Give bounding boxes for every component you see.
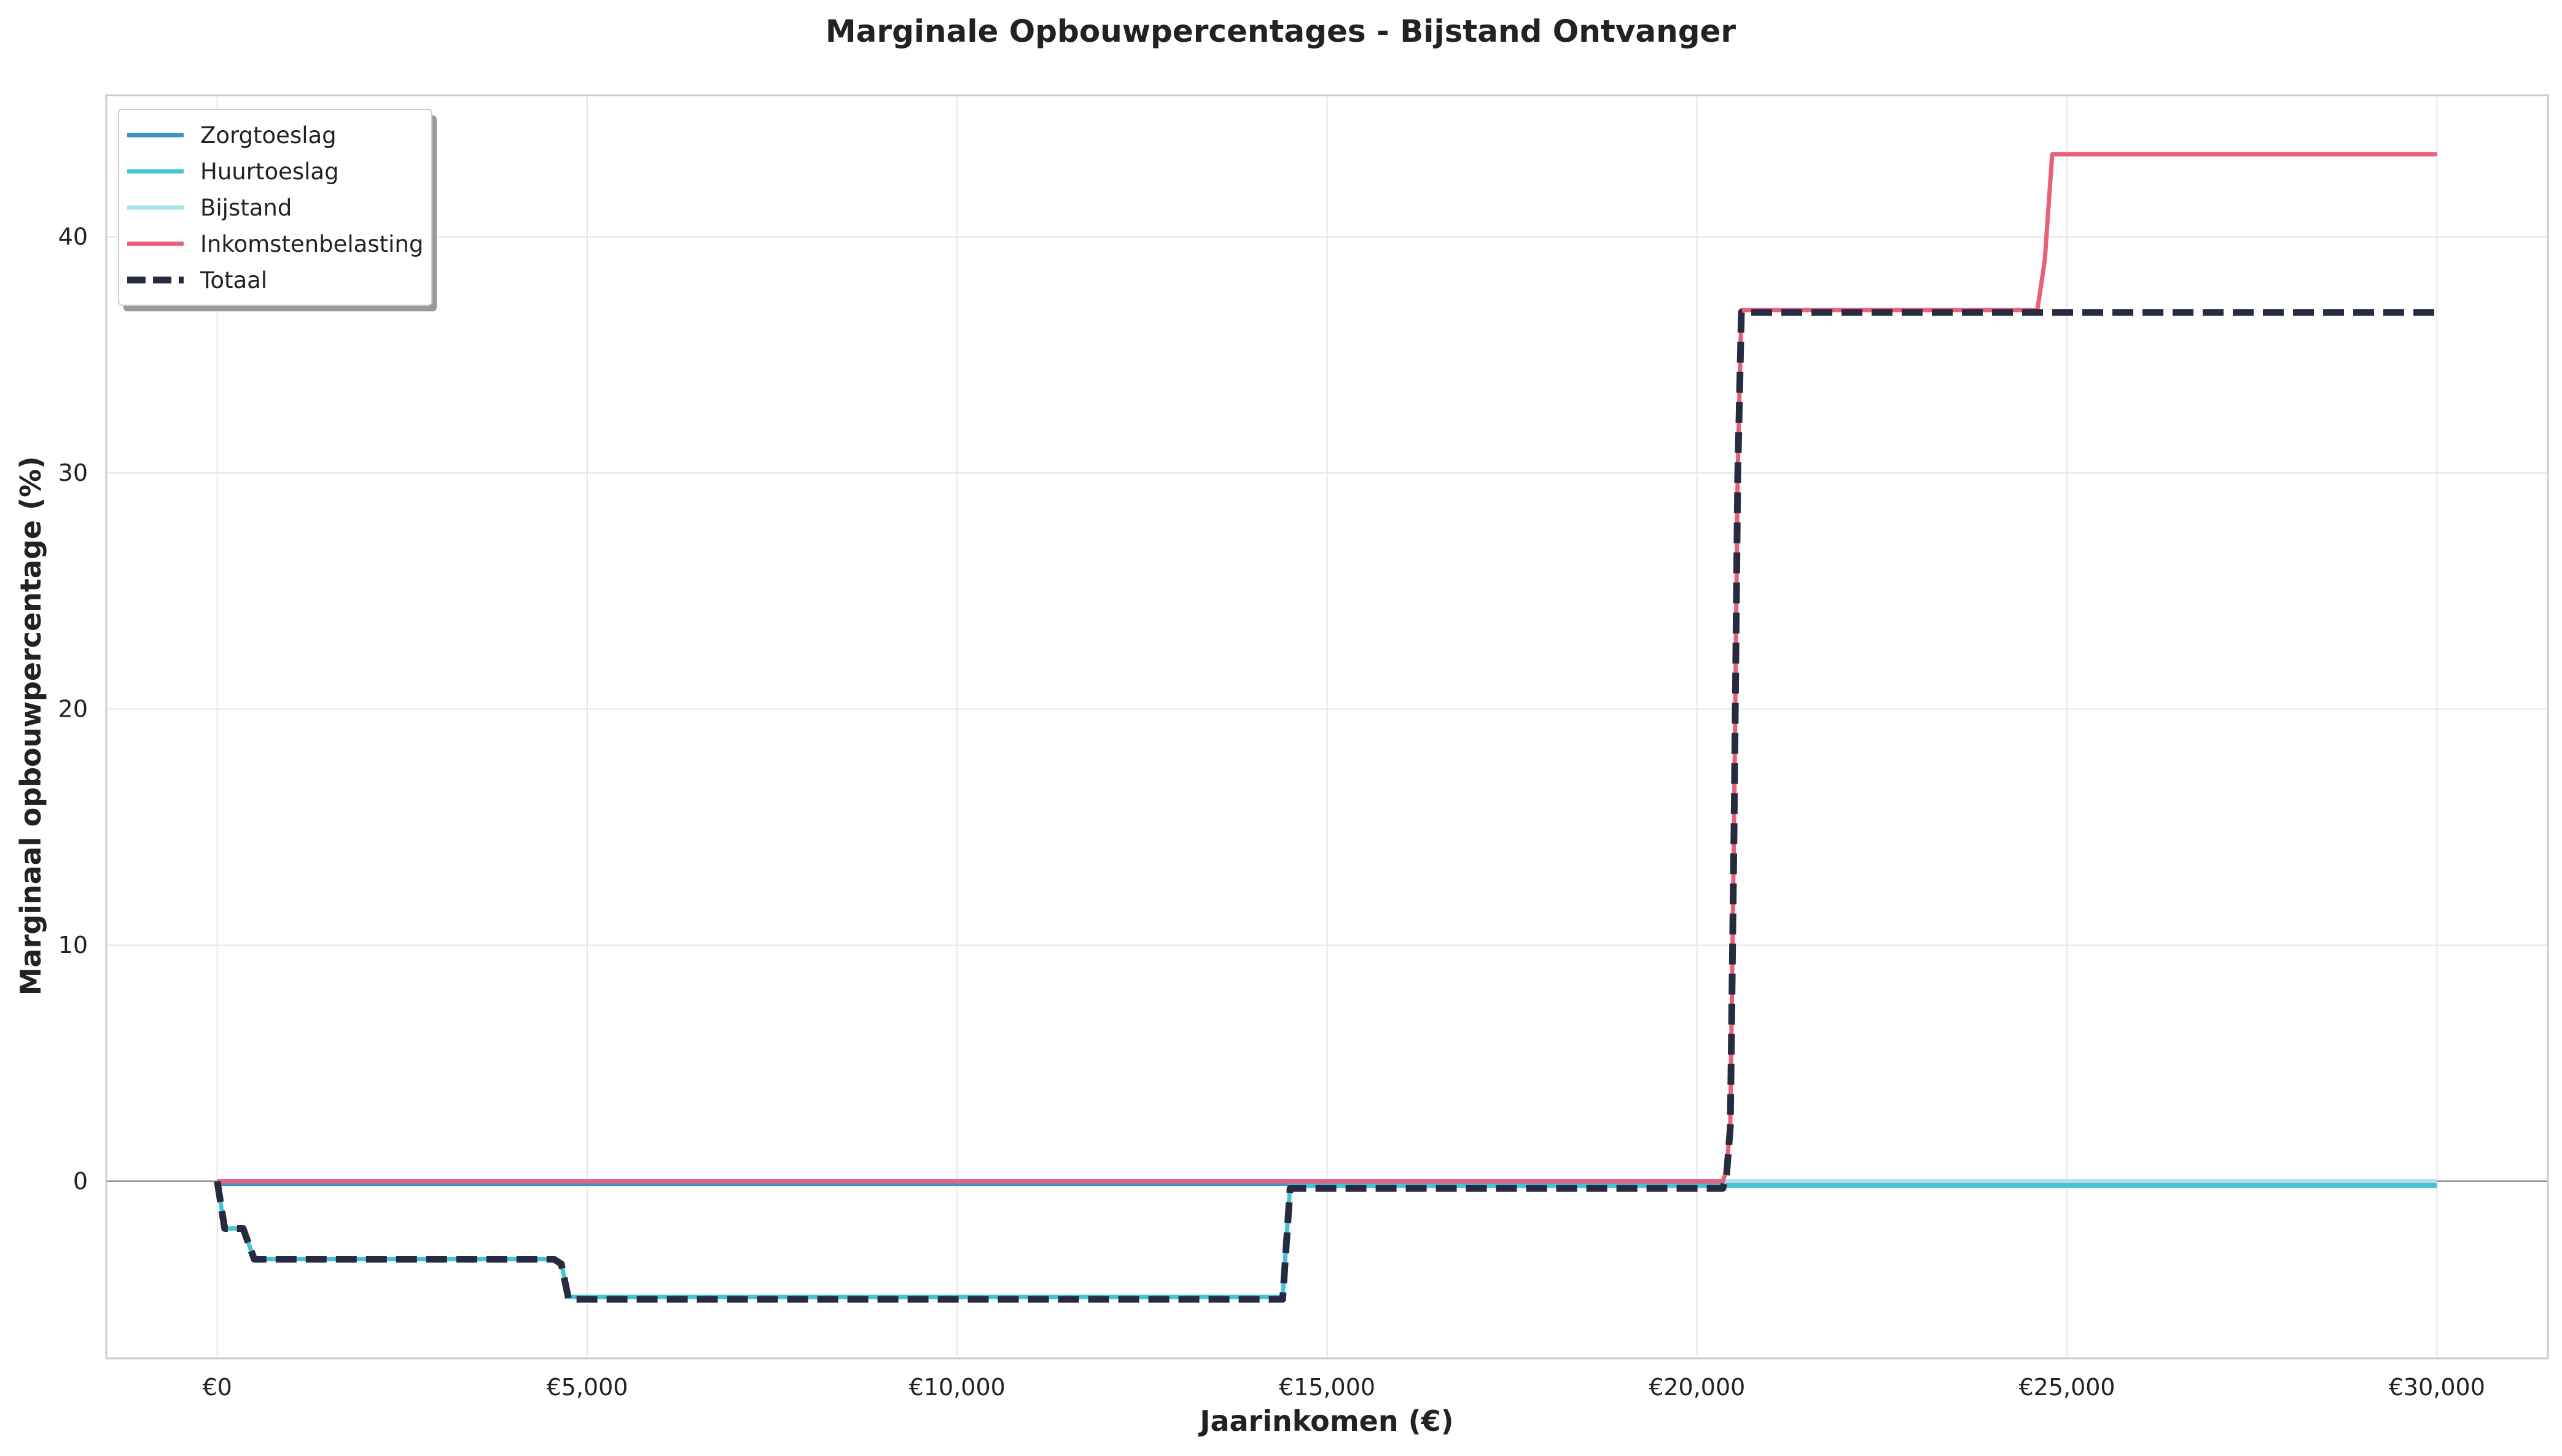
x-tick-label: €20,000: [1649, 1374, 1745, 1401]
x-tick-label: €0: [203, 1374, 232, 1401]
x-tick-label: €25,000: [2018, 1374, 2115, 1401]
x-tick-label: €15,000: [1279, 1374, 1375, 1401]
legend-label: Totaal: [200, 267, 267, 294]
legend-label: Huurtoeslag: [200, 158, 339, 185]
x-axis-label: Jaarinkomen (€): [1198, 1404, 1453, 1438]
x-tick-label: €10,000: [909, 1374, 1006, 1401]
chart-title: Marginale Opbouwpercentages - Bijstand O…: [826, 14, 1736, 49]
legend-label: Zorgtoeslag: [200, 122, 337, 149]
series-layer: [214, 152, 2437, 1303]
y-tick-label: 40: [58, 224, 88, 251]
legend-box: [118, 109, 432, 306]
y-tick-label: 10: [58, 932, 88, 959]
x-axis-ticks: €0 €5,000 €10,000 €15,000 €20,000 €25,000 €30,…: [203, 1374, 2485, 1401]
y-tick-label: 20: [58, 696, 88, 723]
legend-label: Inkomstenbelasting: [200, 231, 423, 257]
x-tick-label: €30,000: [2389, 1374, 2485, 1401]
plot-frame: [105, 94, 2549, 1360]
y-tick-label: 0: [73, 1168, 88, 1195]
legend-label: Bijstand: [200, 195, 292, 221]
y-axis-label: Marginaal opbouwpercentage (%): [14, 456, 47, 995]
grid: [106, 95, 2548, 1358]
y-axis-ticks: 0 10 20 30 40: [58, 224, 88, 1195]
x-tick-label: €5,000: [546, 1374, 628, 1401]
series-line-totaal: [214, 309, 2437, 1303]
legend: Zorgtoeslag Huurtoeslag Bijstand Inkomstenb…: [118, 109, 437, 311]
y-tick-label: 30: [58, 459, 88, 486]
